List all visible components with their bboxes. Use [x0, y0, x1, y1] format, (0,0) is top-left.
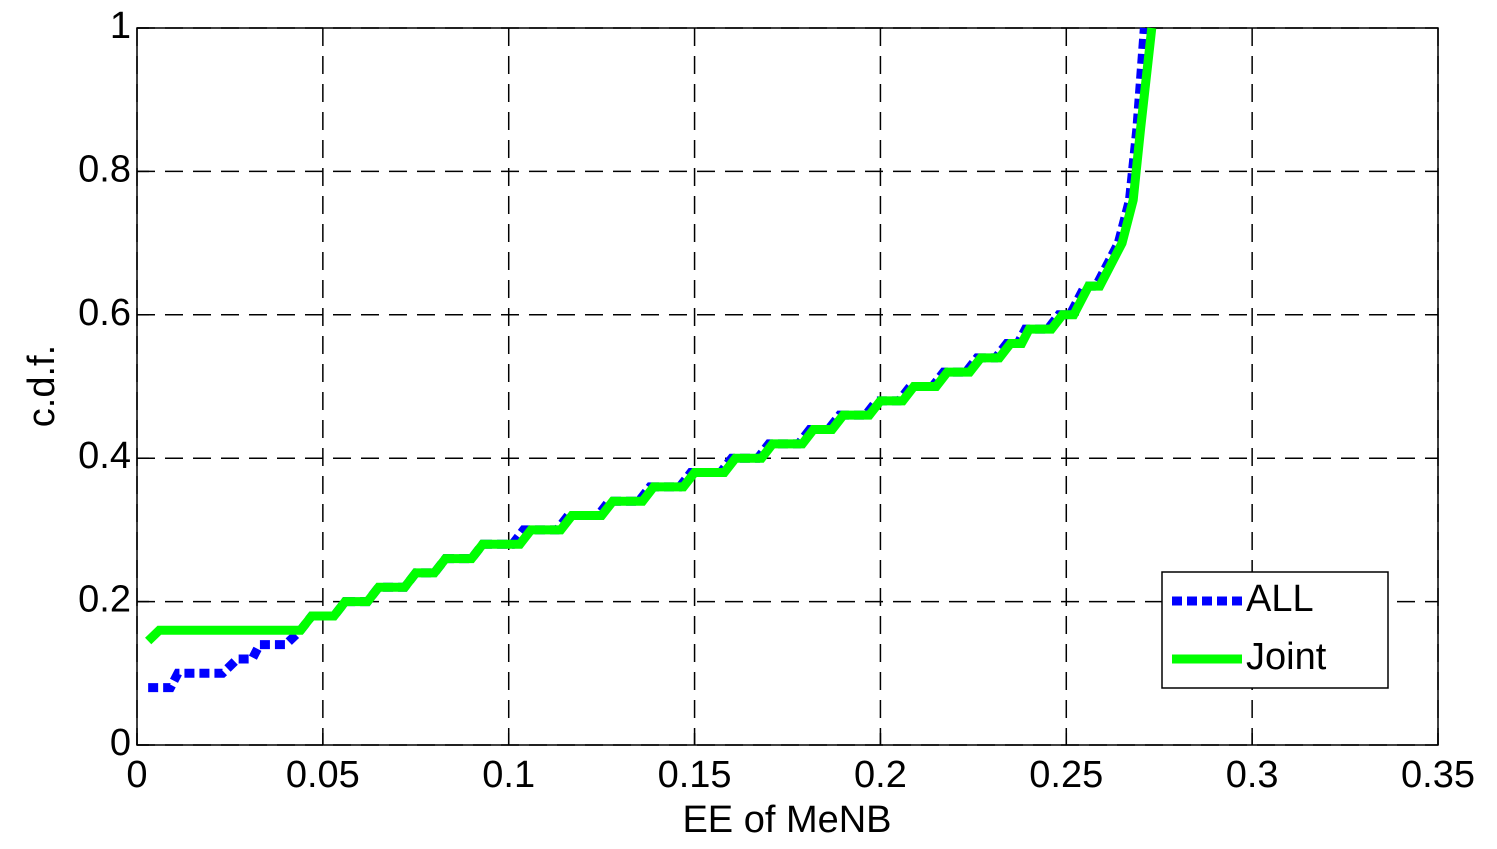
- x-tick-label: 0.2: [854, 754, 907, 796]
- x-tick-label: 0.05: [286, 754, 360, 796]
- x-tick-label: 0.3: [1226, 754, 1279, 796]
- y-tick-label: 0.2: [78, 579, 131, 621]
- x-tick-label: 0.35: [1401, 754, 1475, 796]
- legend-box: [1161, 571, 1389, 689]
- y-axis-label: c.d.f.: [21, 345, 63, 427]
- y-tick-label: 0: [110, 722, 131, 764]
- legend: ALL Joint: [1161, 571, 1389, 689]
- plot-frame: [136, 27, 1439, 746]
- x-tick-label: 0.1: [482, 754, 535, 796]
- y-tick-label: 0.6: [78, 292, 131, 334]
- x-axis-label: EE of MeNB: [682, 799, 891, 841]
- y-tick-label: 1: [110, 5, 131, 47]
- y-tick-label: 0.8: [78, 148, 131, 190]
- x-tick-label: 0: [126, 754, 147, 796]
- x-tick-label: 0.25: [1029, 754, 1103, 796]
- legend-label: ALL: [1246, 578, 1314, 620]
- legend-label: Joint: [1246, 636, 1327, 678]
- series-line: [145, 27, 1157, 645]
- y-tick-label: 0.4: [78, 435, 131, 477]
- x-tick-label: 0.15: [658, 754, 732, 796]
